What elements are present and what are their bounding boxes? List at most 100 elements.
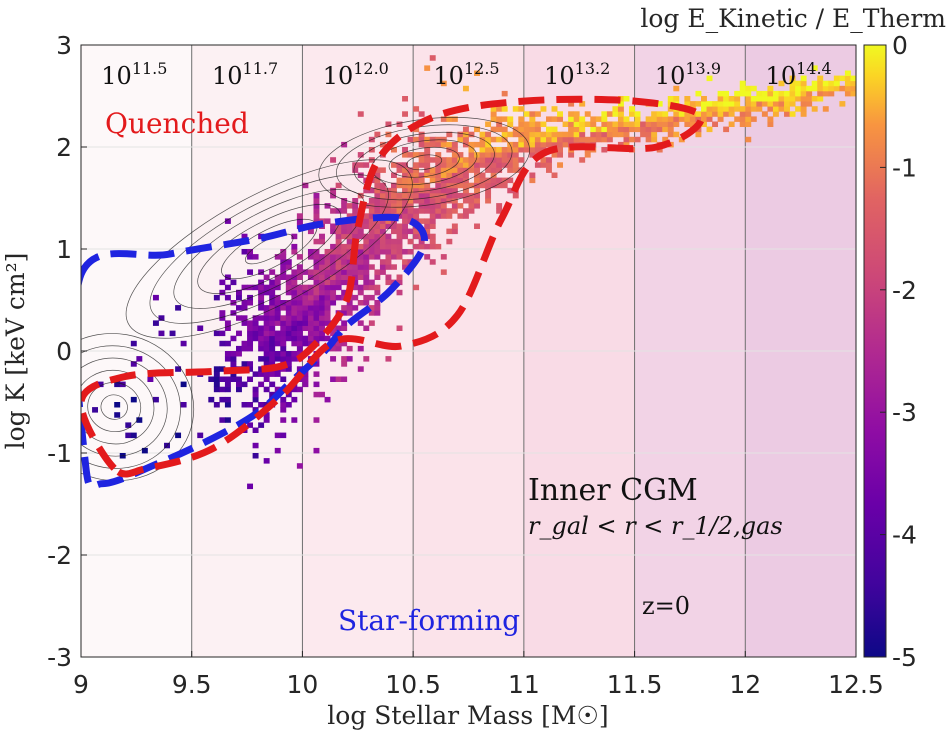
heatmap-cell bbox=[407, 152, 414, 158]
heatmap-cell bbox=[319, 238, 325, 245]
heatmap-cell bbox=[451, 141, 458, 148]
heatmap-cell bbox=[435, 198, 442, 204]
heatmap-cell bbox=[280, 315, 287, 321]
heatmap-cell bbox=[291, 310, 298, 316]
heatmap-cell bbox=[357, 264, 364, 270]
heatmap-cell bbox=[673, 111, 680, 117]
heatmap-cell bbox=[219, 330, 226, 337]
heatmap-cell bbox=[739, 111, 746, 117]
heatmap-cell bbox=[468, 198, 475, 204]
x-tick-label: 11 bbox=[508, 670, 540, 699]
heatmap-cell bbox=[689, 116, 696, 122]
heatmap-cell bbox=[302, 371, 309, 377]
heatmap-cell bbox=[341, 228, 348, 235]
heatmap-cell bbox=[828, 80, 835, 87]
heatmap-cell bbox=[363, 269, 370, 275]
heatmap-cell bbox=[313, 238, 320, 245]
heatmap-cell bbox=[562, 121, 569, 127]
heatmap-cell bbox=[258, 366, 265, 372]
heatmap-cell bbox=[739, 80, 746, 87]
heatmap-cell bbox=[319, 254, 325, 260]
heatmap-cell bbox=[324, 274, 331, 280]
density-contour bbox=[81, 333, 195, 482]
heatmap-cell bbox=[745, 111, 752, 117]
heatmap-cell bbox=[341, 223, 348, 229]
heatmap-cell bbox=[330, 157, 337, 163]
heatmap-cell bbox=[247, 320, 254, 326]
heatmap-cell bbox=[280, 300, 287, 306]
heatmap-cell bbox=[435, 182, 442, 189]
heatmap-cell bbox=[175, 366, 182, 372]
heatmap-cell bbox=[474, 162, 480, 168]
heatmap-cell bbox=[717, 101, 724, 107]
heatmap-cell bbox=[391, 203, 397, 209]
heatmap-cell bbox=[130, 361, 137, 367]
heatmap-cell bbox=[335, 376, 342, 382]
heatmap-cell bbox=[413, 228, 420, 235]
heatmap-cell bbox=[429, 157, 436, 163]
heatmap-cell bbox=[330, 192, 337, 199]
heatmap-cell bbox=[368, 310, 375, 316]
heatmap-cell bbox=[307, 330, 314, 337]
heatmap-cell bbox=[457, 157, 464, 163]
heatmap-cell bbox=[623, 96, 630, 102]
colorbar-tick-label: -4 bbox=[892, 521, 917, 550]
heatmap-cell bbox=[274, 340, 281, 347]
heatmap-cell bbox=[258, 402, 265, 408]
heatmap-cell bbox=[224, 325, 231, 331]
heatmap-cell bbox=[839, 75, 846, 82]
heatmap-cell bbox=[551, 131, 558, 138]
heatmap-cell bbox=[451, 192, 458, 199]
heatmap-cell bbox=[224, 218, 231, 224]
heatmap-cell bbox=[274, 305, 281, 311]
heatmap-cell bbox=[258, 330, 265, 337]
starforming-label: Star-forming bbox=[338, 604, 520, 637]
heatmap-cell bbox=[363, 300, 370, 306]
heatmap-cell bbox=[396, 203, 403, 209]
heatmap-cell bbox=[302, 294, 309, 301]
heatmap-cell bbox=[789, 111, 796, 117]
heatmap-cell bbox=[252, 335, 259, 342]
heatmap-cell bbox=[374, 198, 381, 204]
heatmap-cell bbox=[224, 340, 231, 347]
heatmap-cell bbox=[379, 141, 386, 148]
heatmap-cell bbox=[341, 254, 348, 260]
heatmap-cell bbox=[307, 305, 314, 311]
heatmap-cell bbox=[247, 345, 254, 352]
heatmap-cell bbox=[617, 116, 624, 122]
heatmap-cell bbox=[446, 141, 453, 148]
heatmap-cell bbox=[435, 213, 442, 219]
heatmap-cell bbox=[335, 259, 342, 265]
heatmap-cell bbox=[330, 243, 337, 250]
heatmap-cell bbox=[645, 121, 652, 127]
heatmap-cell bbox=[335, 269, 342, 275]
heatmap-cell bbox=[341, 310, 348, 316]
heatmap-cell bbox=[175, 305, 182, 311]
heatmap-cell bbox=[623, 131, 630, 138]
heatmap-cell bbox=[324, 300, 331, 306]
heatmap-cell bbox=[324, 396, 331, 403]
heatmap-cell bbox=[446, 213, 453, 219]
heatmap-cell bbox=[307, 249, 314, 255]
heatmap-cell bbox=[634, 136, 641, 143]
heatmap-cell bbox=[180, 402, 187, 408]
heatmap-cell bbox=[346, 249, 353, 255]
heatmap-cell bbox=[258, 371, 265, 377]
heatmap-cell bbox=[761, 96, 768, 102]
heatmap-cell bbox=[440, 269, 447, 275]
heatmap-cell bbox=[739, 85, 746, 92]
x-axis: 9 9.5 10 10.5 11 11.5 12 12.5 bbox=[73, 651, 884, 699]
heatmap-cell bbox=[468, 157, 475, 163]
heatmap-cell bbox=[341, 243, 348, 250]
heatmap-cell bbox=[523, 121, 530, 127]
x-tick-label: 9.5 bbox=[172, 670, 212, 699]
heatmap-cell bbox=[479, 177, 486, 184]
heatmap-cell bbox=[368, 249, 375, 255]
heatmap-cell bbox=[385, 259, 392, 265]
heatmap-cell bbox=[468, 141, 475, 148]
heatmap-cell bbox=[457, 182, 464, 189]
heatmap-cell bbox=[258, 284, 265, 291]
heatmap-cell bbox=[363, 294, 370, 301]
heatmap-cell bbox=[285, 330, 292, 337]
heatmap-cell bbox=[424, 172, 431, 178]
